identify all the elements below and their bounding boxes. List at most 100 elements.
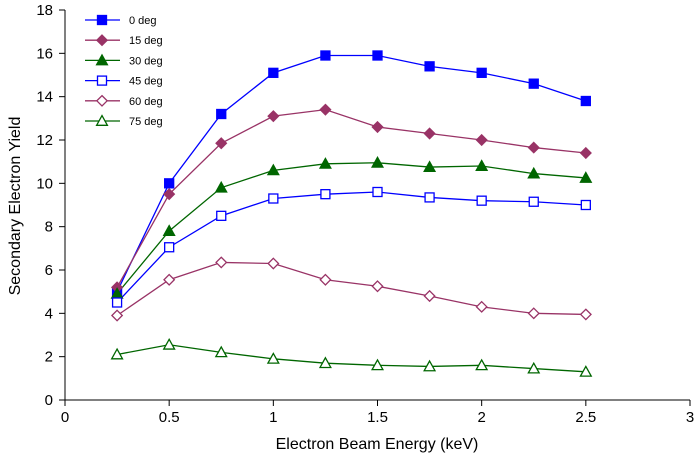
data-point (214, 180, 228, 193)
data-point (371, 120, 384, 134)
legend-label: 45 deg (129, 76, 163, 88)
data-point (214, 345, 228, 358)
data-point (268, 67, 279, 78)
legend-label: 60 deg (129, 96, 163, 108)
series-line-0-deg (116, 54, 587, 292)
data-point (579, 146, 592, 160)
data-point (111, 297, 123, 308)
data-point (424, 61, 435, 72)
legend-item-0-deg: 0 deg (85, 14, 157, 27)
series-line-75-deg (116, 344, 586, 373)
y-tick-label: 10 (36, 175, 53, 192)
legend-swatch-marker (95, 94, 109, 107)
data-point (268, 193, 279, 204)
data-point (216, 108, 227, 120)
x-tick-label: 3 (686, 409, 694, 426)
x-tick-label: 2.5 (575, 409, 596, 426)
series-markers-30-deg (110, 156, 593, 299)
data-point (215, 256, 228, 269)
data-point (527, 141, 540, 154)
data-point (372, 50, 383, 61)
y-tick-label: 4 (45, 305, 53, 322)
legend-item-15-deg: 15 deg (85, 34, 163, 47)
data-point (527, 307, 540, 320)
data-point (318, 356, 332, 369)
y-tick-label: 14 (36, 89, 53, 106)
data-point (580, 199, 591, 211)
x-tick-label: 1.5 (367, 409, 388, 426)
x-tick-label: 0 (61, 409, 69, 426)
legend-item-30-deg: 30 deg (85, 53, 163, 67)
series-markers (110, 50, 593, 377)
data-point (370, 156, 385, 168)
data-point (580, 95, 591, 107)
data-point (162, 338, 176, 350)
data-point (423, 160, 437, 173)
x-tick-label: 2 (477, 409, 485, 426)
series-markers-45-deg (111, 186, 591, 308)
data-point (528, 196, 539, 207)
series-markers-75-deg (110, 338, 593, 377)
data-point (267, 110, 280, 123)
y-tick-label: 12 (36, 132, 53, 149)
data-point (266, 352, 280, 364)
data-point (475, 133, 488, 147)
x-tick-label: 0.5 (159, 409, 180, 426)
data-point (110, 309, 124, 322)
data-point (162, 224, 176, 236)
data-point (423, 359, 437, 372)
y-tick-label: 18 (36, 2, 53, 19)
legend-label: 0 deg (129, 15, 157, 27)
data-point (266, 163, 280, 176)
series-line-15-deg (116, 109, 586, 288)
data-point (215, 137, 228, 150)
legend-swatch-marker (95, 114, 109, 126)
data-point (371, 280, 384, 293)
series-line-30-deg (116, 162, 586, 295)
series-markers-15-deg (110, 103, 592, 294)
legend-swatch-marker (96, 14, 108, 26)
y-axis-title: Secondary Electron Yield (7, 117, 24, 296)
legend-swatch-marker (96, 75, 108, 86)
x-axis-title: Electron Beam Energy (keV) (276, 436, 479, 453)
y-tick-label: 16 (36, 45, 53, 62)
data-point (423, 289, 436, 303)
data-point (164, 242, 175, 253)
data-point (579, 171, 593, 183)
y-tick-label: 0 (45, 392, 53, 409)
data-point (423, 127, 436, 140)
data-point (527, 166, 541, 179)
legend-swatch-marker (95, 53, 109, 66)
data-point (476, 195, 487, 206)
data-point (163, 273, 176, 286)
legend-label: 75 deg (129, 116, 163, 128)
data-point (475, 159, 489, 171)
data-point (528, 78, 539, 89)
legend-label: 30 deg (129, 55, 163, 67)
series-markers-60-deg (110, 256, 592, 322)
data-point (164, 178, 175, 189)
data-point (319, 103, 332, 116)
legend-swatch-marker (95, 34, 109, 47)
data-point (476, 67, 487, 78)
y-tick-label: 8 (45, 219, 53, 236)
data-point (527, 361, 541, 374)
data-point (370, 358, 385, 371)
data-point (372, 186, 383, 198)
data-point (424, 192, 435, 203)
series-lines (116, 54, 587, 373)
data-point (579, 365, 593, 377)
x-tick-label: 1 (269, 409, 277, 426)
data-point (475, 358, 489, 371)
y-tick-label: 6 (45, 262, 53, 279)
series-markers-0-deg (111, 50, 591, 297)
legend-item-45-deg: 45 deg (85, 75, 163, 88)
series-line-60-deg (116, 261, 586, 317)
legend-item-75-deg: 75 deg (85, 114, 163, 128)
y-tick-label: 2 (45, 349, 53, 366)
data-point (320, 189, 331, 200)
data-point (110, 347, 124, 360)
data-point (320, 50, 331, 61)
data-point (579, 308, 592, 321)
